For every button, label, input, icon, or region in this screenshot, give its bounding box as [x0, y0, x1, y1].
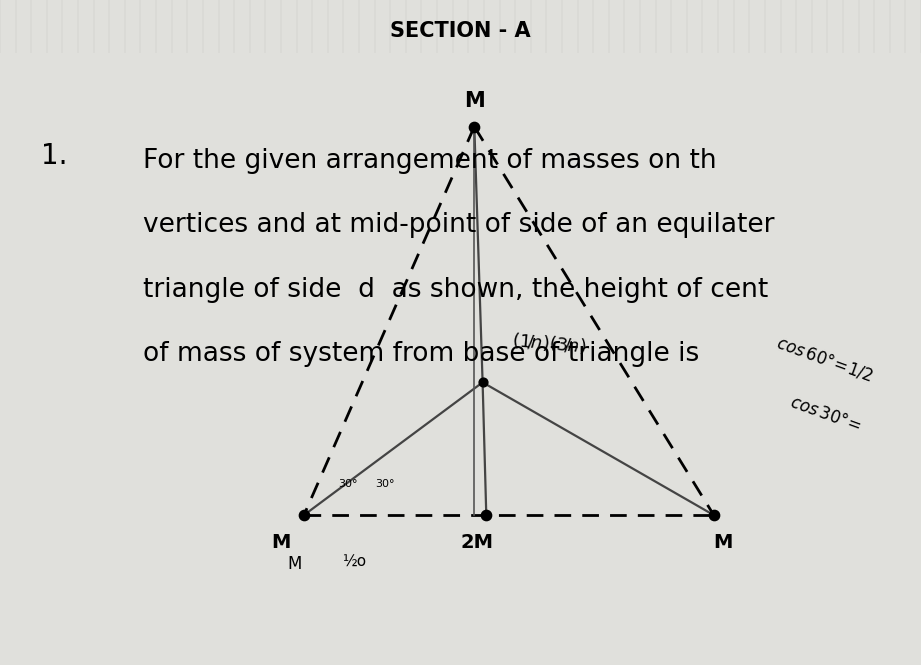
Point [475, 377, 490, 388]
Text: triangle of side  d  as shown, the height of cent: triangle of side d as shown, the height … [143, 277, 768, 303]
Text: of mass of system from base of triangle is: of mass of system from base of triangle … [143, 340, 699, 366]
Text: 1.: 1. [41, 142, 68, 170]
Text: M: M [271, 533, 291, 553]
Text: 2M: 2M [460, 533, 494, 553]
Text: $(1\!/\!n)(3\!/\!n)$: $(1\!/\!n)(3\!/\!n)$ [511, 330, 588, 356]
Text: vertices and at mid-point of side of an equilater: vertices and at mid-point of side of an … [143, 212, 775, 238]
Text: ½o: ½o [343, 555, 367, 570]
Text: 30°: 30° [375, 479, 394, 489]
Point [706, 510, 721, 521]
Text: $cos\,30°\!=$: $cos\,30°\!=$ [787, 393, 864, 436]
Text: M: M [287, 555, 302, 573]
Point [467, 121, 482, 132]
Text: $cos\,60°\!=\!1/2$: $cos\,60°\!=\!1/2$ [774, 332, 876, 386]
Text: For the given arrangement of masses on th: For the given arrangement of masses on t… [143, 148, 717, 174]
Text: 30°: 30° [338, 479, 357, 489]
Text: SECTION - A: SECTION - A [391, 21, 530, 41]
Text: M: M [464, 91, 484, 111]
Point [479, 510, 494, 521]
Point [297, 510, 311, 521]
Text: M: M [713, 533, 733, 553]
